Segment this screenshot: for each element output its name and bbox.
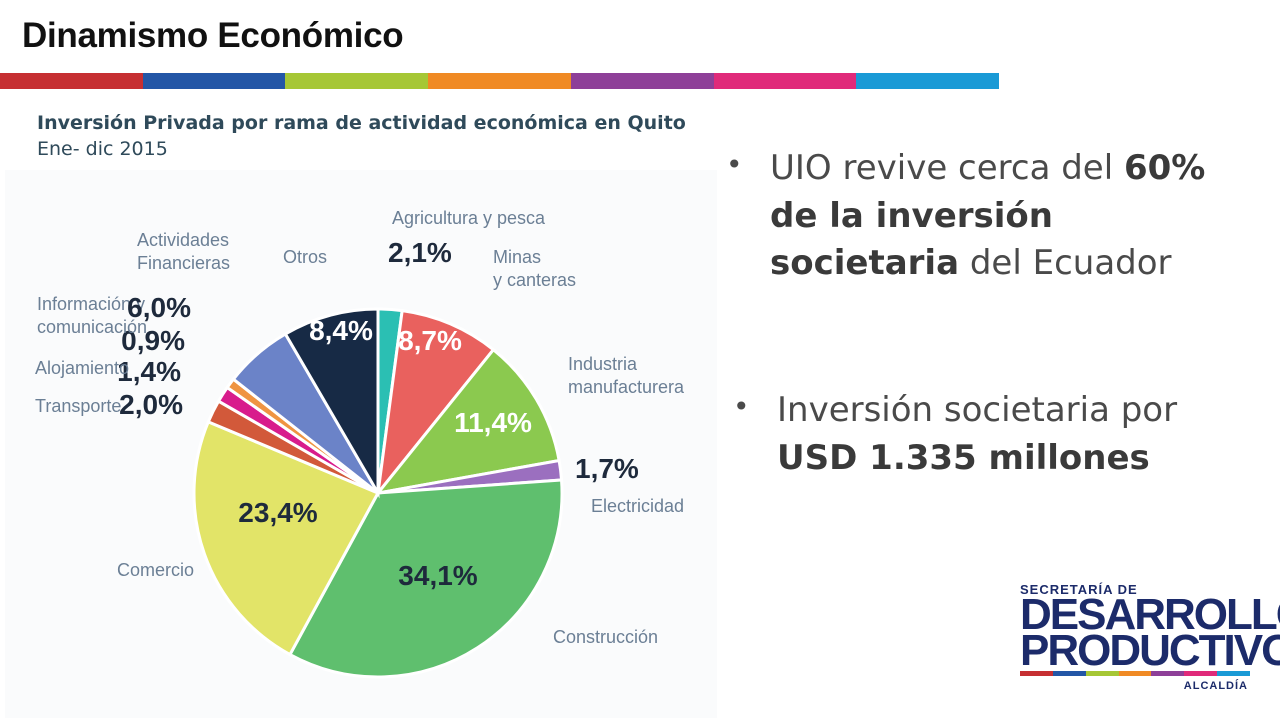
- category-label-minas-y-canteras: y canteras: [493, 270, 576, 290]
- secretaria-logo: SECRETARÍA DE DESARROLLO PRODUCTIVO ALCA…: [1020, 582, 1280, 702]
- bullet-2-text: Inversión societaria por: [777, 390, 1178, 430]
- data-label-actividades-financieras: 6,0%: [127, 292, 191, 323]
- category-label-informaci-n-y-comunicaci-n: Información y: [37, 294, 145, 314]
- category-label-minas-y-canteras: Minas: [493, 247, 541, 267]
- data-label-transporte: 2,0%: [119, 389, 183, 420]
- data-label-informaci-n-y-comunicaci-n: 0,9%: [121, 325, 185, 356]
- bullet-investment-amount: • Inversión societaria por USD 1.335 mil…: [733, 387, 1217, 482]
- color-stripe-3: [428, 73, 571, 89]
- color-stripe-0: [1020, 671, 1053, 676]
- data-label-electricidad: 1,7%: [575, 453, 639, 484]
- bullet-investment-share: • UIO revive cerca del 60% de la inversi…: [726, 145, 1230, 288]
- pie-chart: 2,1% Agricultura y pesca 8,7% Minas y canter…: [35, 208, 685, 679]
- logo-line-3: PRODUCTIVO: [1020, 626, 1280, 675]
- data-label-otros: 8,4%: [309, 315, 373, 346]
- pie-slice-industria-manufacturera: [374, 347, 561, 496]
- bullet-dot: •: [726, 148, 743, 181]
- logo-line-2: DESARROLLO: [1020, 590, 1280, 639]
- logo-line-1: SECRETARÍA DE: [1020, 582, 1138, 597]
- category-label-agricultura-y-pesca: Agricultura y pesca: [392, 208, 546, 228]
- pie-slice-minas-y-canteras: [375, 308, 496, 499]
- chart-title: Inversión Privada por rama de actividad …: [37, 112, 686, 134]
- page-title: Dinamismo Económico: [22, 16, 404, 55]
- pie-slice-otros: [283, 307, 380, 499]
- data-label-alojamiento: 1,4%: [117, 356, 181, 387]
- color-stripe-4: [1151, 671, 1185, 676]
- color-stripe-0: [0, 73, 143, 89]
- category-label-actividades-financieras: Financieras: [137, 253, 230, 273]
- color-stripe-6: [856, 73, 1000, 89]
- category-label-actividades-financieras: Actividades: [137, 230, 229, 250]
- data-label-construcci-n: 34,1%: [398, 560, 477, 591]
- bullet-2-bold: USD 1.335 millones: [777, 437, 1150, 478]
- data-label-industria-manufacturera: 11,4%: [454, 407, 532, 438]
- data-label-minas-y-canteras: 8,7%: [398, 325, 462, 356]
- category-label-otros: Otros: [283, 247, 327, 267]
- category-label-electricidad: Electricidad: [591, 496, 684, 516]
- chart-subtitle: Ene- dic 2015: [37, 137, 168, 160]
- category-label-industria-manufacturera: manufacturera: [568, 377, 685, 397]
- category-label-transporte: Transporte: [35, 396, 121, 416]
- chart-panel: 2,1% Agricultura y pesca 8,7% Minas y canter…: [5, 170, 717, 718]
- color-stripe-2: [1085, 671, 1119, 676]
- data-label-agricultura-y-pesca: 2,1%: [388, 237, 452, 268]
- color-stripe-2: [285, 73, 429, 89]
- color-stripe-6: [1217, 671, 1251, 676]
- bullet-1-text: UIO revive cerca del: [770, 148, 1124, 188]
- bullet-dot: •: [733, 390, 750, 423]
- logo-stripe: [1020, 671, 1251, 676]
- pie-slice-comercio: [192, 419, 381, 657]
- category-label-informaci-n-y-comunicaci-n: comunicación: [37, 317, 147, 337]
- color-stripe-4: [570, 73, 714, 89]
- bullet-1-bold: 60% de la inversión societaria: [770, 148, 1206, 284]
- color-stripe-1: [142, 73, 286, 89]
- color-stripe-3: [1118, 671, 1152, 676]
- color-stripe-bar: [0, 73, 1000, 89]
- color-stripe-5: [713, 73, 857, 89]
- pie-slice-construcci-n: [287, 478, 564, 679]
- category-label-alojamiento: Alojamiento: [35, 358, 129, 378]
- category-label-construcci-n: Construcción: [553, 627, 658, 647]
- category-label-industria-manufacturera: Industria: [568, 354, 638, 374]
- color-stripe-1: [1052, 671, 1086, 676]
- data-label-comercio: 23,4%: [238, 497, 317, 528]
- bullet-1-end: del Ecuador: [959, 243, 1172, 284]
- chart-heading: Inversión Privada por rama de actividad …: [37, 111, 686, 162]
- category-label-comercio: Comercio: [117, 560, 194, 580]
- logo-line-4: ALCALDÍA: [1183, 680, 1248, 692]
- color-stripe-5: [1184, 671, 1218, 676]
